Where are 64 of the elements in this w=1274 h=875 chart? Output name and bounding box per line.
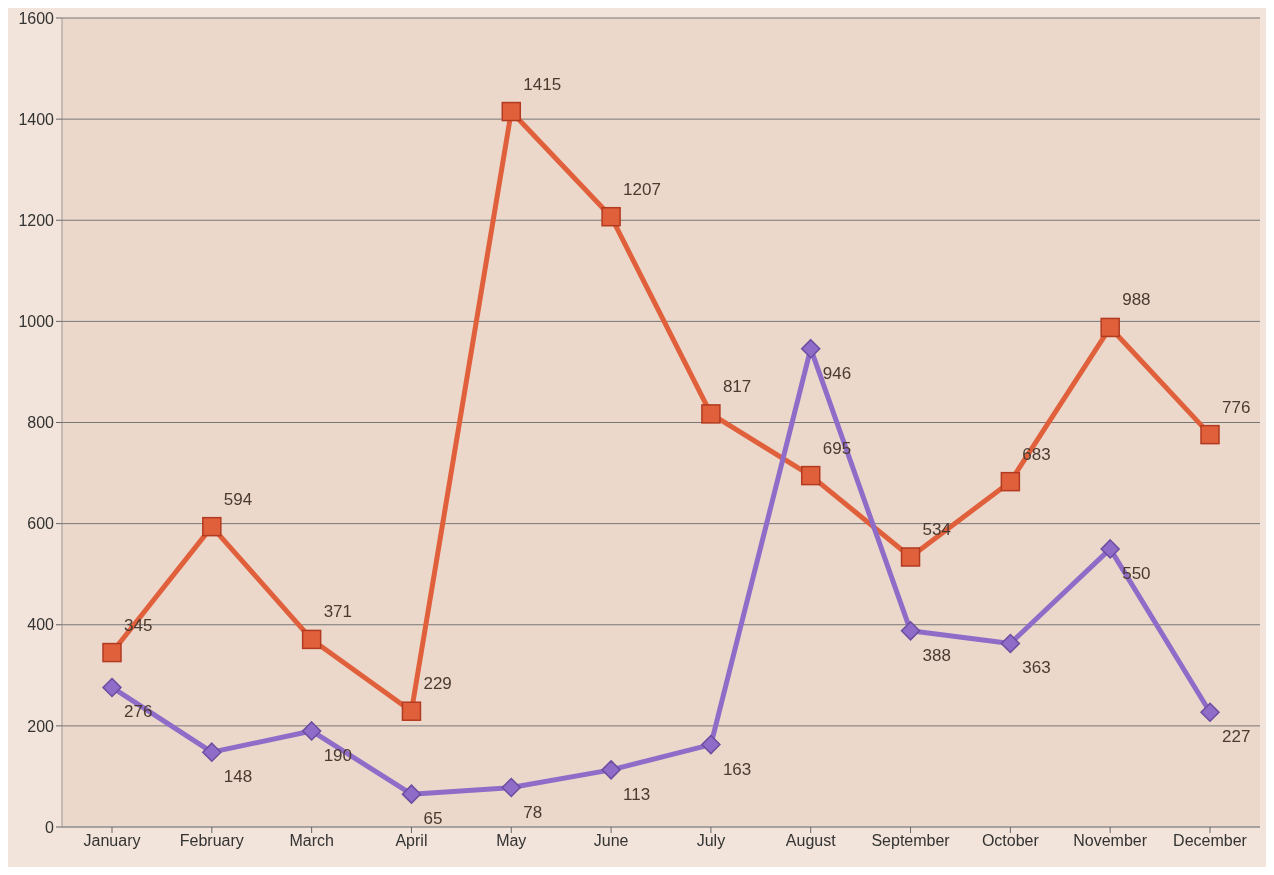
x-tick-label: September bbox=[871, 832, 951, 850]
data-label: 1207 bbox=[623, 179, 661, 199]
data-label: 229 bbox=[423, 674, 452, 694]
point bbox=[800, 338, 821, 359]
x-tick-label: January bbox=[83, 832, 141, 850]
y-tick-label: 1400 bbox=[18, 110, 55, 128]
point bbox=[701, 404, 721, 424]
point bbox=[301, 629, 322, 650]
data-label: 371 bbox=[323, 602, 353, 622]
data-label: 276 bbox=[124, 702, 153, 722]
data-label: 388 bbox=[922, 645, 951, 665]
x-tick-label: October bbox=[981, 832, 1040, 850]
point bbox=[1100, 539, 1120, 559]
point bbox=[301, 721, 322, 741]
x-tick-label: December bbox=[1173, 832, 1248, 850]
point bbox=[601, 206, 621, 227]
data-label: 1415 bbox=[523, 74, 562, 94]
data-label: 594 bbox=[223, 489, 253, 509]
point bbox=[202, 742, 222, 762]
point bbox=[900, 547, 921, 567]
x-tick-label: June bbox=[593, 832, 629, 850]
y-tick-label: 800 bbox=[27, 414, 55, 432]
point bbox=[800, 465, 821, 486]
x-tick-label: May bbox=[496, 832, 527, 850]
point bbox=[501, 777, 522, 798]
data-label: 946 bbox=[822, 363, 852, 383]
point bbox=[1200, 702, 1220, 722]
point bbox=[401, 784, 422, 804]
data-label: 776 bbox=[1222, 397, 1251, 417]
point bbox=[401, 701, 422, 721]
y-tick-label: 600 bbox=[27, 515, 55, 533]
x-tick-label: February bbox=[179, 832, 244, 850]
data-label: 363 bbox=[1022, 658, 1051, 678]
y-tick-label: 1200 bbox=[18, 211, 55, 229]
point bbox=[900, 621, 921, 641]
point bbox=[501, 101, 522, 122]
x-tick-label: November bbox=[1073, 832, 1148, 850]
y-tick-label: 0 bbox=[45, 818, 55, 836]
point bbox=[701, 734, 721, 755]
x-tick-label: March bbox=[289, 832, 334, 850]
data-label: 113 bbox=[623, 784, 651, 804]
point bbox=[601, 760, 621, 780]
y-tick-label: 1600 bbox=[18, 9, 55, 27]
point bbox=[1000, 471, 1021, 492]
y-tick-label: 1000 bbox=[18, 313, 55, 331]
point bbox=[1100, 317, 1120, 338]
data-label: 190 bbox=[323, 745, 353, 765]
data-label: 227 bbox=[1222, 727, 1251, 747]
y-tick-label: 400 bbox=[27, 616, 55, 634]
data-label: 148 bbox=[223, 767, 253, 787]
data-label: 988 bbox=[1122, 290, 1151, 310]
point bbox=[1000, 633, 1021, 654]
x-tick-label: April bbox=[395, 832, 428, 850]
data-label: 163 bbox=[722, 759, 752, 779]
x-tick-label: August bbox=[785, 832, 837, 850]
x-tick-label: July bbox=[696, 832, 726, 850]
point bbox=[1200, 424, 1220, 445]
data-label: 65 bbox=[423, 809, 443, 829]
point bbox=[102, 677, 122, 698]
point bbox=[202, 516, 222, 537]
data-label: 817 bbox=[722, 376, 752, 396]
point bbox=[102, 642, 122, 663]
y-tick-label: 200 bbox=[27, 717, 55, 735]
data-label: 78 bbox=[523, 802, 543, 822]
